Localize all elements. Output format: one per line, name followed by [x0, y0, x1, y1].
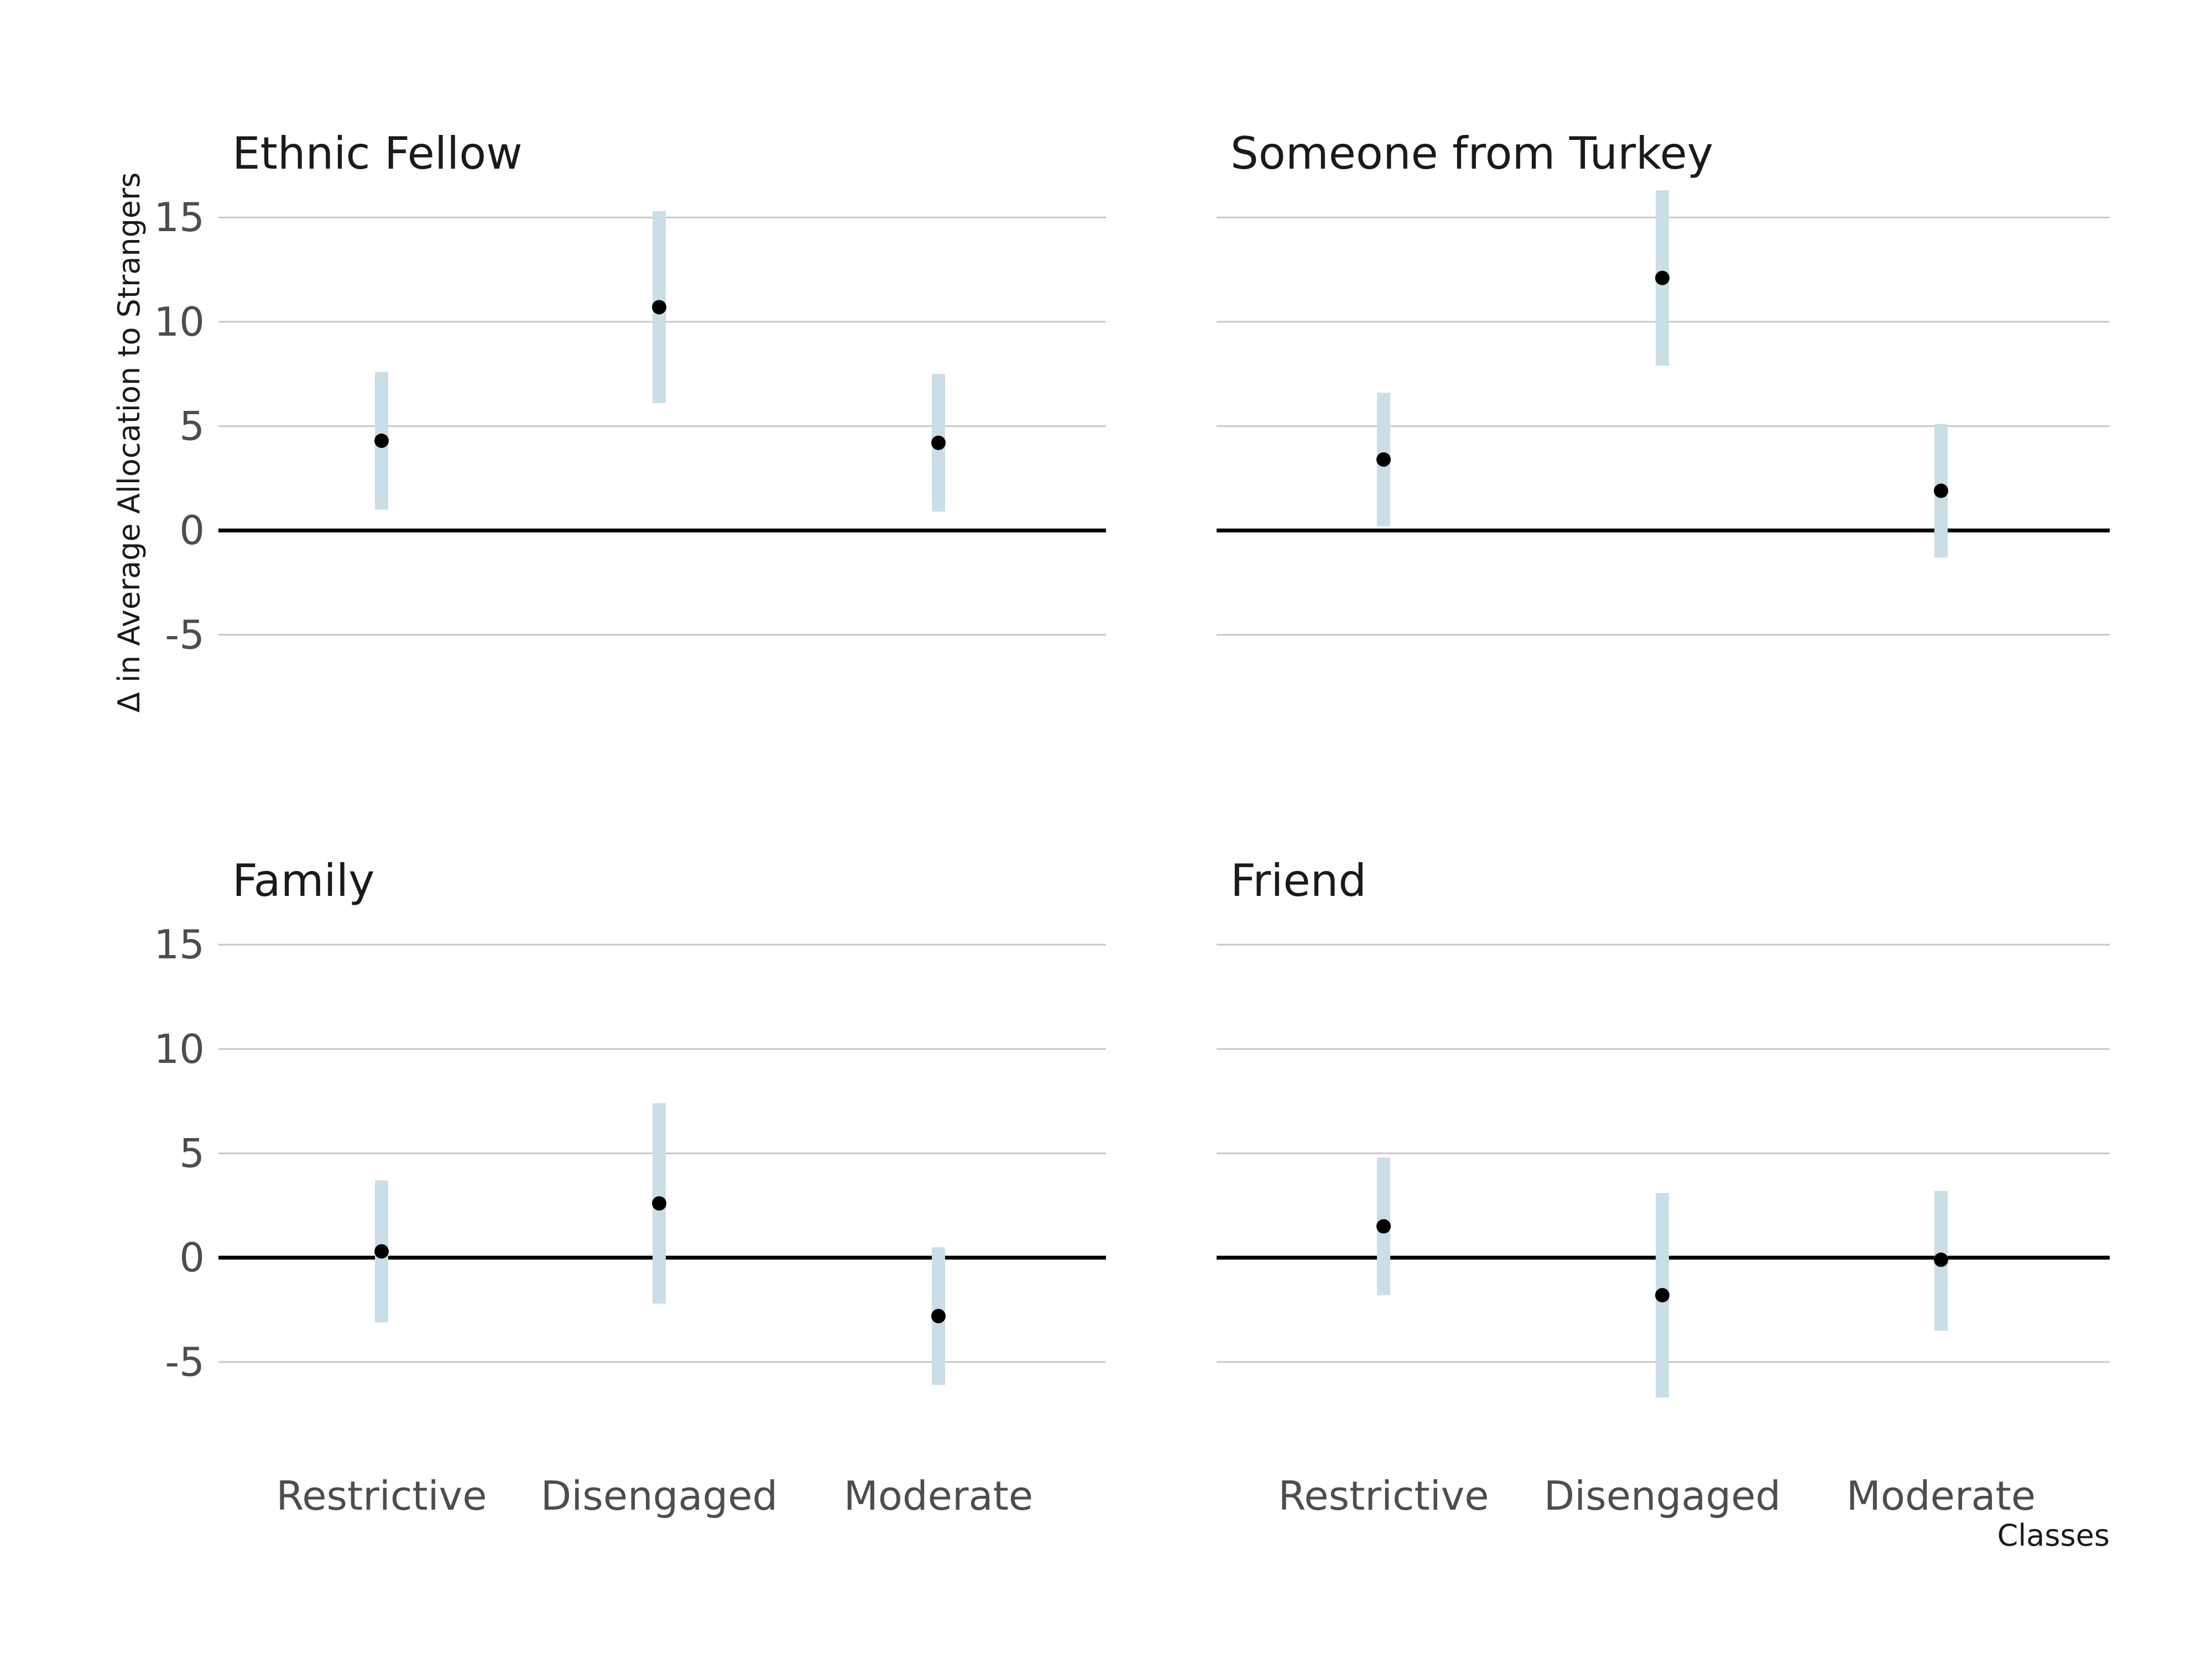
y-tick-label: 5	[179, 403, 205, 450]
panel-title: Family	[232, 855, 374, 906]
x-tick-label: Restrictive	[276, 1473, 487, 1519]
y-tick-label: 10	[154, 1026, 205, 1072]
panel-title: Ethnic Fellow	[232, 128, 523, 179]
point-estimate-moderate	[1934, 1253, 1948, 1267]
point-estimate-moderate	[1934, 483, 1948, 498]
y-tick-label: 10	[154, 299, 205, 345]
y-tick-label: 0	[179, 507, 205, 554]
chart-panels: Ethnic Fellow 15 10 5 0 -5 Someone from Turkey…	[154, 128, 2110, 1519]
point-estimate-disengaged	[652, 1196, 666, 1211]
point-estimate-disengaged	[1655, 1288, 1670, 1303]
panel-title: Someone from Turkey	[1230, 128, 1713, 179]
x-tick-label: Moderate	[1846, 1473, 2036, 1519]
x-tick-label: Restrictive	[1278, 1473, 1489, 1519]
point-estimate-moderate	[931, 1308, 946, 1323]
y-tick-label: 15	[154, 194, 205, 241]
point-estimate-disengaged	[652, 300, 666, 315]
panel-someone-from-turkey: Someone from Turkey	[1217, 128, 2110, 636]
y-tick-label: -5	[165, 612, 205, 658]
point-estimate-restrictive	[1376, 1219, 1391, 1234]
point-estimate-restrictive	[1376, 452, 1391, 467]
point-estimate-moderate	[931, 435, 946, 450]
y-tick-label: -5	[165, 1339, 205, 1385]
x-tick-label: Disengaged	[1544, 1473, 1781, 1519]
panel-friend: Friend Restrictive Disengaged Moderate	[1217, 855, 2110, 1519]
y-tick-label: 5	[179, 1130, 205, 1177]
x-tick-label: Moderate	[844, 1473, 1033, 1519]
x-axis-title: Classes	[1997, 1518, 2110, 1553]
y-axis-title: Δ in Average Allocation to Strangers	[112, 173, 147, 713]
y-tick-label: 0	[179, 1234, 205, 1281]
panel-family: Family 15 10 5 0 -5 Restrictive Disengaged Moder…	[154, 855, 1106, 1519]
x-tick-label: Disengaged	[541, 1473, 778, 1519]
point-estimate-restrictive	[374, 433, 389, 448]
point-estimate-restrictive	[374, 1244, 389, 1259]
point-estimate-disengaged	[1655, 270, 1670, 285]
panel-title: Friend	[1230, 855, 1366, 906]
y-tick-label: 15	[154, 921, 205, 968]
panel-ethnic-fellow: Ethnic Fellow 15 10 5 0 -5	[154, 128, 1106, 658]
